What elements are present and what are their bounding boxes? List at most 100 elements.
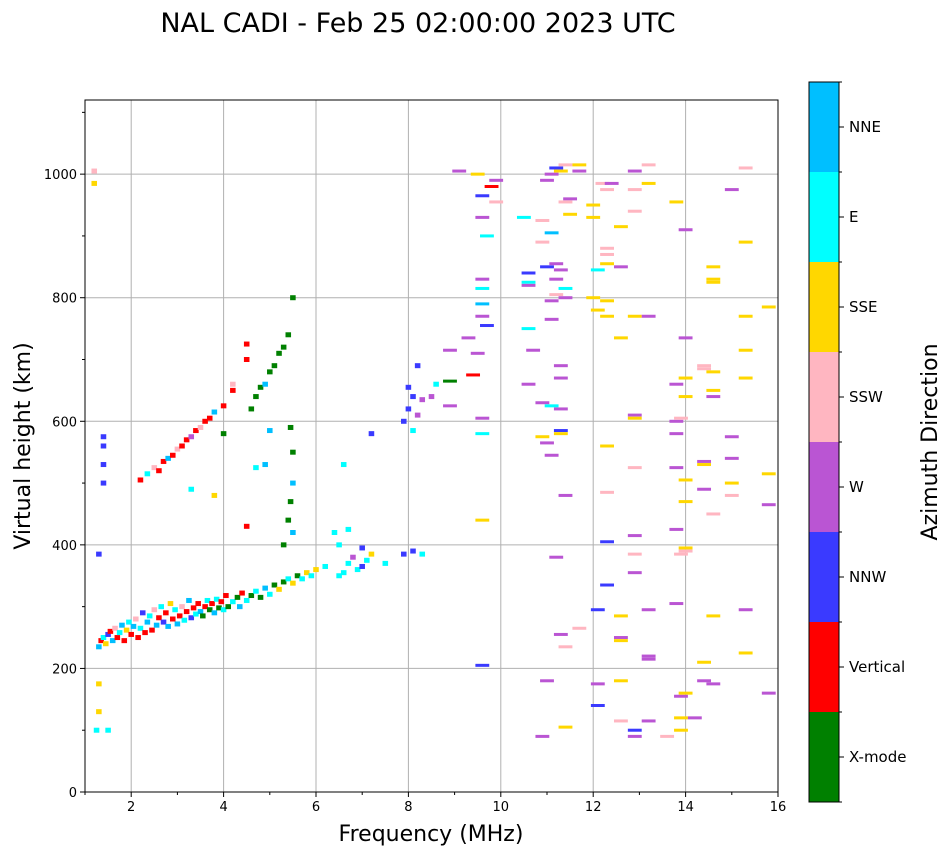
data-point-nnw [590, 608, 605, 612]
data-point-e [285, 576, 292, 582]
data-point-sse [706, 280, 721, 284]
data-point-nnw [475, 663, 490, 667]
data-point-w [428, 394, 435, 400]
data-point-w [613, 636, 628, 640]
data-point-w [540, 178, 554, 182]
data-point-nnw [521, 271, 536, 275]
data-point-w [669, 419, 684, 423]
data-point-w [641, 654, 656, 658]
data-point-w [443, 348, 457, 352]
data-point-sse [167, 601, 174, 607]
data-point-nnw [105, 631, 111, 637]
grid [85, 100, 779, 793]
data-point-vertical [202, 604, 208, 610]
data-point-sse [613, 225, 628, 229]
data-point-w [544, 317, 559, 321]
data-point-sse [103, 641, 109, 647]
data-point-sse [761, 472, 776, 476]
data-point-e [253, 465, 259, 471]
data-point-vertical [170, 616, 176, 622]
data-point-sse [600, 299, 614, 303]
data-point-nnw [100, 443, 107, 449]
data-point-w [641, 608, 656, 612]
data-point-w [678, 228, 693, 232]
data-point-nnw [540, 265, 554, 269]
colorbar-tick-label: X-mode [849, 748, 906, 766]
data-point-vertical [128, 631, 134, 637]
data-point-sse [706, 370, 721, 374]
data-point-w [521, 382, 536, 386]
data-point-w [604, 181, 619, 185]
data-point-w [475, 416, 490, 420]
data-point-x-mode [290, 449, 296, 455]
data-point-ssw [91, 168, 98, 174]
y-tick-label: 200 [52, 662, 77, 677]
data-point-nnw [410, 394, 416, 400]
data-point-ssw [151, 465, 158, 471]
data-point-sse [613, 614, 628, 618]
data-point-ssw [572, 626, 587, 630]
data-point-nnw [100, 480, 107, 486]
data-point-nne [144, 619, 151, 625]
data-point-nne [475, 302, 490, 306]
data-point-x-mode [280, 344, 287, 350]
x-tick-label: 12 [585, 800, 602, 815]
data-point-w [535, 401, 550, 405]
colorbar-label: Azimuth Direction [918, 343, 943, 540]
data-point-x-mode [200, 613, 206, 619]
data-point-nnw [405, 406, 412, 412]
data-point-w [489, 178, 504, 182]
data-point-sse [761, 305, 776, 309]
data-point-e [146, 613, 153, 619]
data-point-e [475, 286, 490, 290]
data-point-x-mode [280, 542, 287, 548]
data-point-e [322, 563, 329, 569]
data-point-nnw [480, 324, 494, 328]
data-point-e [345, 560, 352, 566]
data-point-e [340, 462, 347, 468]
data-point-e [544, 404, 559, 408]
data-point-sse [600, 314, 614, 318]
data-point-ssw [641, 163, 656, 167]
data-point-x-mode [248, 593, 255, 599]
data-point-nnw [410, 548, 416, 554]
data-point-sse [600, 262, 614, 266]
data-point-w [470, 351, 485, 355]
data-point-sse [627, 314, 642, 318]
data-point-vertical [218, 599, 225, 605]
data-point-e [100, 635, 107, 641]
data-point-nne [174, 621, 181, 627]
data-point-e [382, 560, 389, 566]
data-point-vertical [142, 630, 148, 636]
data-point-nnw [96, 551, 102, 557]
data-point-sse [535, 435, 550, 439]
y-axis-ticks: 0 200 400 600 800 1000 [44, 111, 85, 801]
data-point-nne [197, 609, 204, 615]
y-tick-label: 600 [52, 415, 77, 430]
data-point-w [669, 527, 684, 531]
data-point-w [706, 682, 721, 686]
x-axis-label: Frequency (MHz) [339, 822, 524, 847]
data-point-sse [738, 240, 753, 244]
data-point-x-mode [234, 594, 241, 600]
data-point-w [687, 716, 702, 720]
data-point-w [526, 348, 541, 352]
data-point-w [669, 466, 684, 470]
colorbar-swatch-vertical [809, 622, 839, 712]
data-point-vertical [193, 428, 199, 434]
data-point-x-mode [276, 350, 282, 356]
data-point-ssw [627, 209, 642, 213]
data-point-vertical [209, 601, 215, 607]
data-point-nnw [359, 563, 365, 569]
data-point-w [641, 657, 656, 661]
data-point-w [540, 441, 554, 445]
colorbar: X-mode Vertical NNW W SSW SSE E NNE [808, 81, 906, 803]
data-point-sse [290, 580, 296, 586]
data-point-sse [697, 463, 712, 467]
data-point-e [137, 625, 144, 631]
data-point-w [697, 487, 712, 491]
data-point-ssw [179, 604, 185, 610]
data-point-sse [586, 203, 601, 207]
data-point-x-mode [248, 406, 255, 412]
data-point-e [364, 557, 370, 563]
